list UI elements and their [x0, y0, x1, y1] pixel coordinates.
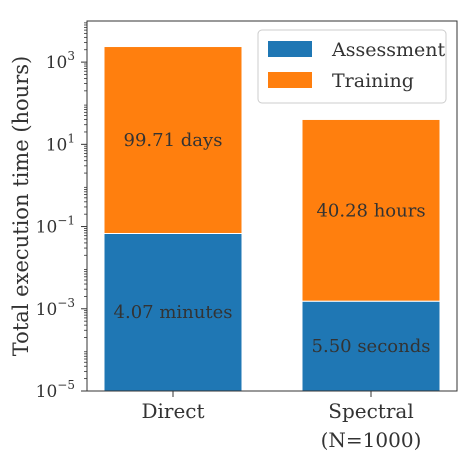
y-tick-label-4: 103 — [46, 49, 75, 73]
bar-labels-group: 4.07 minutes 99.71 days 5.50 seconds 40.28 … — [114, 130, 431, 357]
y-axis-ticks: 10−5 10−3 10−1 101 103 — [36, 22, 87, 402]
x-category-label-0: Direct — [141, 399, 204, 423]
legend-label-assessment: Assessment — [331, 39, 445, 61]
y-axis-label: Total execution time (hours) — [9, 56, 33, 356]
legend-swatch-training — [268, 72, 312, 88]
y-tick-label-2: 10−1 — [36, 214, 75, 238]
legend-label-training: Training — [332, 70, 414, 92]
plot-frame — [86, 20, 458, 392]
bar-label-assessment-0: 4.07 minutes — [114, 302, 233, 323]
x-category-label-1: Spectral (N=1000) — [321, 399, 422, 452]
x-axis-categories: Direct Spectral (N=1000) — [141, 391, 421, 452]
bar-training-1 — [301, 118, 441, 302]
bar-assessment-0 — [103, 232, 243, 392]
bars-group — [103, 46, 441, 392]
bar-training-0 — [103, 46, 243, 234]
y-tick-label-1: 10−3 — [36, 296, 75, 320]
y-tick-label-3: 101 — [46, 131, 75, 155]
legend-swatch-assessment — [268, 41, 312, 57]
bar-label-training-1: 40.28 hours — [316, 200, 425, 221]
legend: Assessment Training — [257, 29, 447, 104]
bar-label-training-0: 99.71 days — [124, 130, 223, 151]
bar-label-assessment-1: 5.50 seconds — [312, 336, 431, 357]
y-tick-label-0: 10−5 — [36, 378, 75, 402]
